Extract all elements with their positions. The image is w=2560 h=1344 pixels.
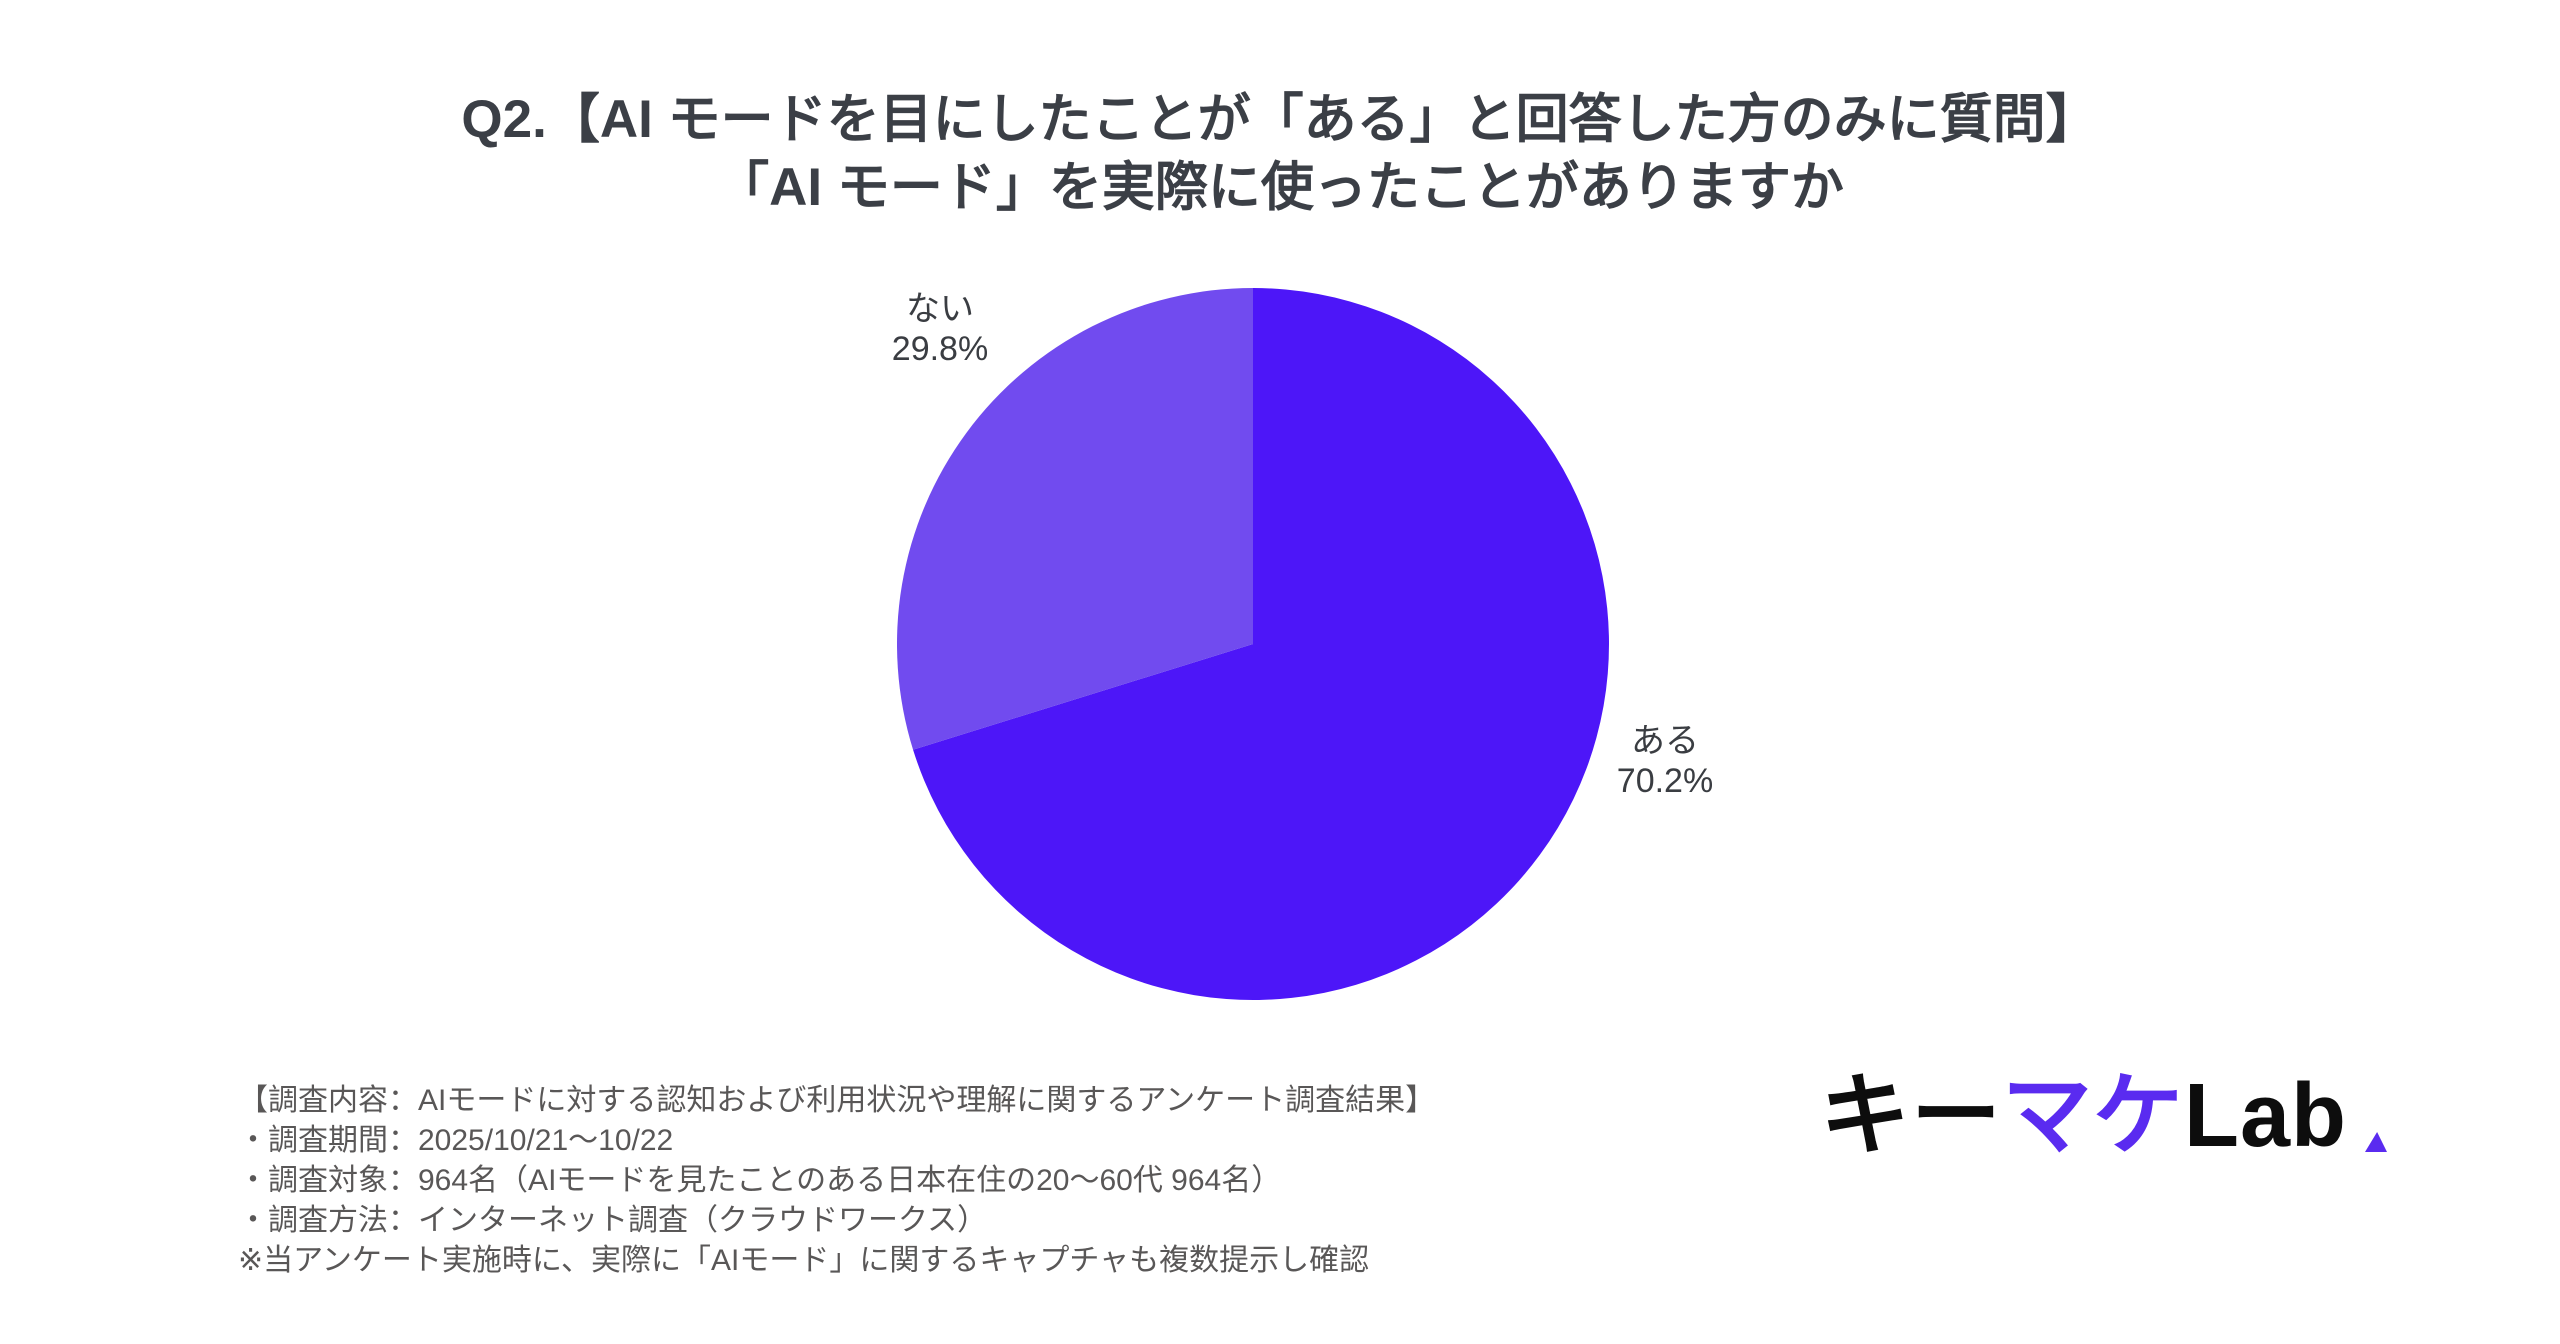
pie-slice-nai xyxy=(897,288,1253,750)
survey-note-method: ・調査方法：インターネット調査（クラウドワークス） xyxy=(238,1204,988,1237)
logo-accent-triangle xyxy=(2365,1132,2388,1152)
logo-text-kii: キー xyxy=(1820,1066,2002,1166)
pie-label-nai-value: 29.8% xyxy=(891,330,989,368)
logo-text-make: マケ xyxy=(2002,1066,2184,1166)
survey-note-period: ・調査期間：2025/10/21〜10/22 xyxy=(238,1124,674,1157)
chart-title-line-2: 「AI モード」を実際に使ったことがありますか xyxy=(716,158,1844,217)
pie-slice-aru xyxy=(913,288,1610,1000)
logo-text-lab: Lab xyxy=(2184,1066,2348,1166)
pie-label-nai-name: ない xyxy=(906,290,974,328)
survey-note-subjects: ・調査対象：964名（AIモードを見たことのある日本在住の20〜60代 964名… xyxy=(238,1164,1282,1197)
survey-note-disclaimer: ※当アンケート実施時に、実際に「AIモード」に関するキャプチャも複数提示し確認 xyxy=(238,1244,1370,1277)
chart-title-line-1: Q2.【AI モードを目にしたことが「ある」と回答した方のみに質問】 xyxy=(461,90,2099,149)
pie-label-aru-value: 70.2% xyxy=(1616,762,1714,800)
pie-label-aru: ある 70.2% xyxy=(1555,721,1775,801)
pie-chart xyxy=(893,284,1613,1004)
survey-notes: 【調査内容：AIモードに対する認知および利用状況や理解に関するアンケート調査結果… xyxy=(238,1081,1435,1281)
keymake-lab-logo: キー マケ Lab xyxy=(1820,1066,2388,1166)
chart-title: Q2.【AI モードを目にしたことが「ある」と回答した方のみに質問】 「AI モ… xyxy=(25,86,2535,222)
pie-label-aru-name: ある xyxy=(1631,722,1699,760)
pie-chart-svg xyxy=(897,288,1610,1000)
pie-label-nai: ない 29.8% xyxy=(830,289,1050,369)
survey-note-content: 【調査内容：AIモードに対する認知および利用状況や理解に関するアンケート調査結果… xyxy=(238,1084,1436,1117)
